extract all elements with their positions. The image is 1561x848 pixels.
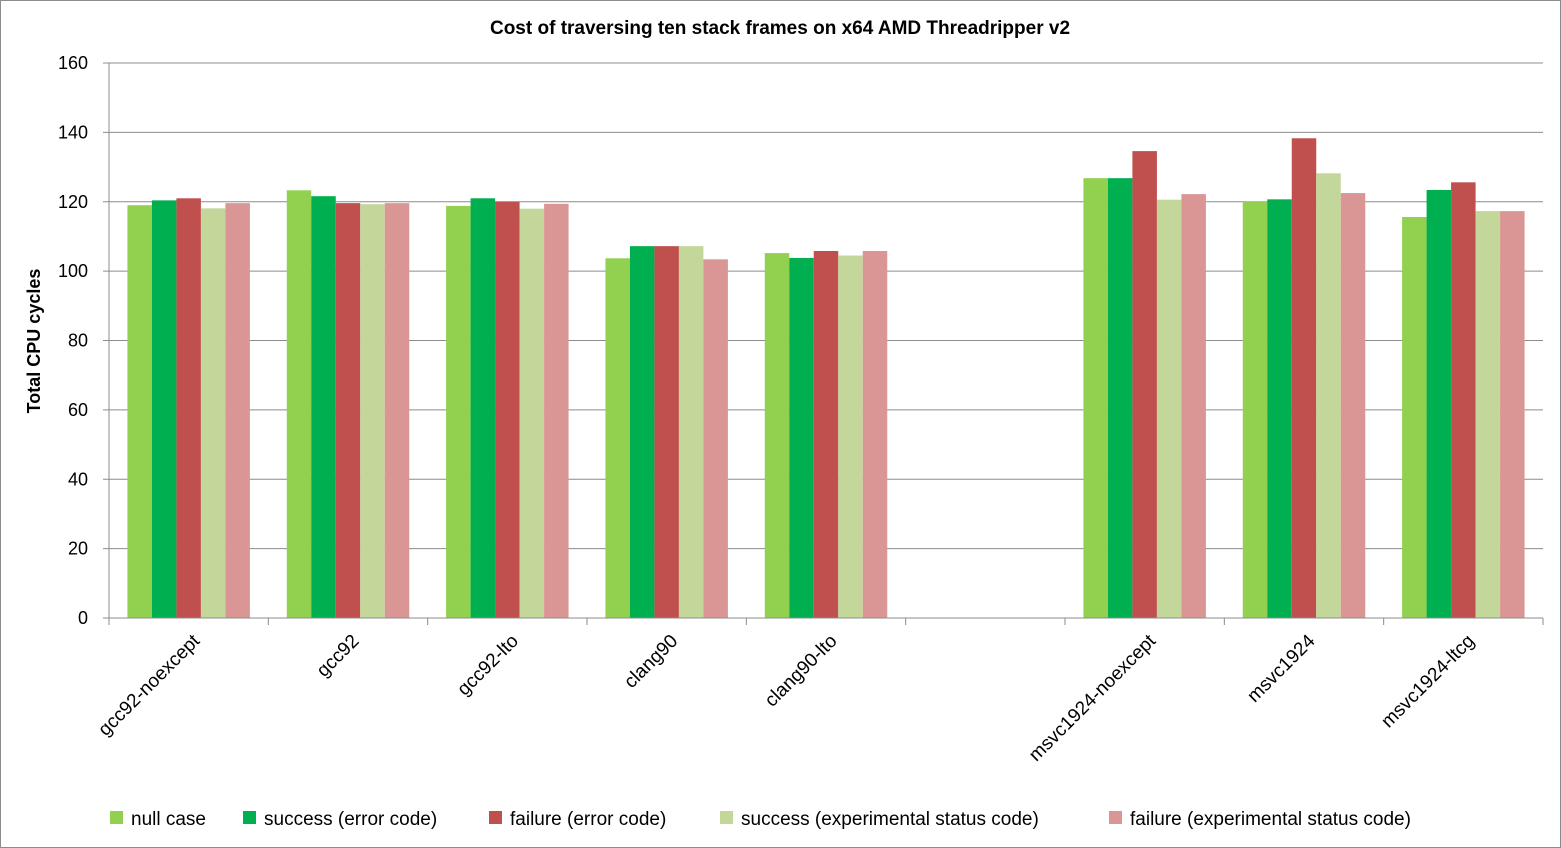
bar: [225, 203, 250, 618]
bar: [654, 246, 679, 618]
legend: null case success (error code) failure (er…: [110, 809, 1411, 830]
bar: [286, 190, 312, 618]
bars: [127, 138, 1525, 619]
bar: [862, 251, 888, 618]
bar: [176, 198, 201, 618]
bar: [1267, 199, 1292, 618]
bar: [1156, 199, 1182, 618]
bar: [703, 259, 728, 618]
legend-swatch: [720, 811, 733, 824]
bar: [1107, 178, 1133, 618]
bar: [1083, 178, 1108, 618]
x-tick-label: clang90: [620, 631, 682, 693]
x-tick-label: msvc1924-noexcept: [1025, 630, 1161, 766]
bar: [1340, 193, 1366, 618]
x-tick-label: gcc92-lto: [453, 631, 522, 700]
legend-label: null case: [131, 809, 206, 830]
bar: [789, 257, 814, 618]
legend-swatch: [243, 811, 256, 824]
legend-label: success (error code): [264, 809, 437, 830]
bar: [544, 203, 569, 619]
bar: [519, 208, 545, 618]
bar: [470, 198, 496, 618]
y-tick-label: 20: [68, 539, 88, 559]
x-tick-label: msvc1924: [1243, 630, 1319, 706]
x-tick-labels: gcc92-noexcept gcc92 gcc92-lto clang90 clang…: [94, 630, 1478, 766]
bar: [127, 205, 152, 618]
bar: [384, 203, 410, 618]
x-tick-label: clang90-lto: [761, 631, 842, 712]
bar: [151, 200, 177, 619]
bar: [335, 203, 361, 618]
bar: [1242, 201, 1268, 618]
y-tick-label: 40: [68, 469, 88, 489]
bar: [629, 246, 655, 618]
x-tick-label: msvc1924-ltcg: [1377, 631, 1478, 732]
chart-title: Cost of traversing ten stack frames on x…: [490, 18, 1070, 39]
y-tick-label: 100: [58, 261, 88, 281]
bar: [764, 253, 790, 618]
bar: [1291, 138, 1317, 618]
x-tick-label: gcc92-noexcept: [94, 630, 204, 740]
axes: [108, 63, 1544, 625]
bar: [200, 208, 226, 618]
y-tick-label: 140: [58, 122, 88, 142]
bar: [1316, 173, 1341, 618]
y-tick-label: 0: [78, 608, 88, 628]
y-tick-labels: 0 20 40 60 80 100 120 140 160: [58, 53, 88, 628]
legend-label: failure (error code): [510, 809, 666, 830]
legend-swatch: [1109, 811, 1122, 824]
y-tick-label: 60: [68, 400, 88, 420]
x-tick-label: gcc92: [313, 631, 364, 682]
legend-label: failure (experimental status code): [1130, 809, 1411, 830]
bar: [678, 246, 704, 618]
y-tick-label: 80: [68, 331, 88, 351]
bar: [446, 205, 471, 618]
bar: [1500, 211, 1525, 618]
bar: [605, 258, 630, 618]
y-tick-label: 160: [58, 53, 88, 73]
bar: [311, 196, 336, 618]
bar: [838, 255, 863, 618]
bar: [1475, 211, 1501, 618]
bar: [495, 201, 520, 618]
bar: [1426, 189, 1452, 619]
bar: [1451, 182, 1476, 618]
legend-label: success (experimental status code): [741, 809, 1039, 830]
bar: [1132, 151, 1157, 618]
y-tick-label: 120: [58, 192, 88, 212]
legend-swatch: [110, 811, 123, 824]
bar: [1402, 217, 1427, 618]
bar: [813, 251, 839, 618]
bar: [1181, 194, 1206, 618]
y-axis-label: Total CPU cycles: [24, 269, 44, 414]
legend-swatch: [489, 811, 502, 824]
bar: [360, 204, 385, 618]
